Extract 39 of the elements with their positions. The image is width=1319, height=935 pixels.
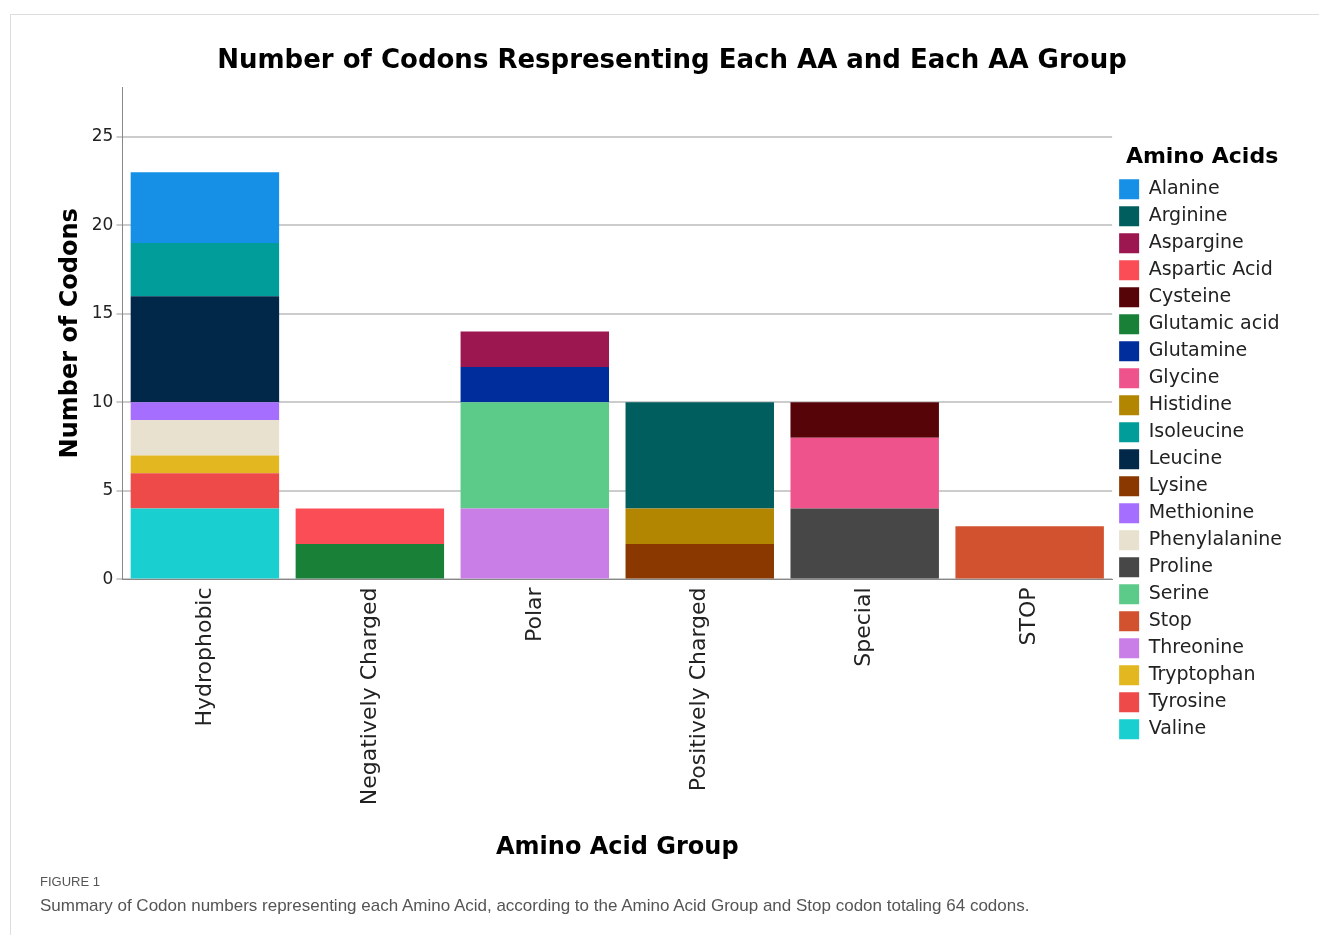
- legend-label: Proline: [1148, 554, 1214, 577]
- y-axis-title: Number of Codons: [54, 208, 83, 459]
- legend-label: Aspartic Acid: [1148, 257, 1273, 280]
- legend-label: Tyrosine: [1147, 689, 1227, 712]
- legend-label: Methionine: [1148, 500, 1255, 523]
- legend-label: Threonine: [1147, 635, 1245, 658]
- x-tick-label: Negatively Charged: [355, 587, 381, 806]
- legend-label: Leucine: [1148, 446, 1223, 469]
- x-tick-label: Positively Charged: [685, 587, 711, 792]
- legend-label: Arginine: [1148, 203, 1228, 226]
- y-tick-label: 0: [102, 567, 114, 588]
- y-tick-label: 5: [102, 479, 114, 500]
- legend-label: Phenylalanine: [1148, 527, 1282, 550]
- legend-label: Tryptophan: [1147, 662, 1256, 685]
- legend-label: Glutamic acid: [1148, 311, 1280, 334]
- legend-label: Isoleucine: [1148, 419, 1245, 442]
- x-tick-label: Hydrophobic: [190, 587, 216, 727]
- x-tick-label: Special: [850, 587, 876, 667]
- legend-label: Lysine: [1148, 473, 1208, 496]
- y-tick-label: 20: [91, 213, 114, 234]
- chart-title: Number of Codons Respresenting Each AA and Each AA Group: [217, 44, 1127, 75]
- x-tick-label: STOP: [1015, 587, 1041, 646]
- caption: FIGURE 1: [40, 874, 100, 889]
- legend-title: Amino Acids: [1125, 142, 1279, 168]
- legend-label: Aspargine: [1148, 230, 1244, 253]
- legend-label: Alanine: [1148, 176, 1220, 199]
- y-tick-label: 15: [91, 302, 114, 323]
- y-tick-label: 25: [91, 125, 114, 146]
- text: Summary of Codon numbers representing each Amino Acid, according to the Amino Acid Group and Stop codon totaling 64 codons.: [40, 896, 1030, 916]
- legend-label: Glutamine: [1148, 338, 1248, 361]
- x-axis-title: Amino Acid Group: [495, 831, 739, 860]
- legend-label: Glycine: [1148, 365, 1220, 388]
- legend-label: Cysteine: [1148, 284, 1232, 307]
- legend-label: Histidine: [1148, 392, 1232, 415]
- x-tick-label: Polar: [520, 586, 546, 643]
- legend-label: Serine: [1148, 581, 1210, 604]
- y-tick-label: 10: [91, 390, 114, 411]
- legend-label: Stop: [1148, 608, 1192, 631]
- legend-label: Valine: [1148, 716, 1207, 739]
